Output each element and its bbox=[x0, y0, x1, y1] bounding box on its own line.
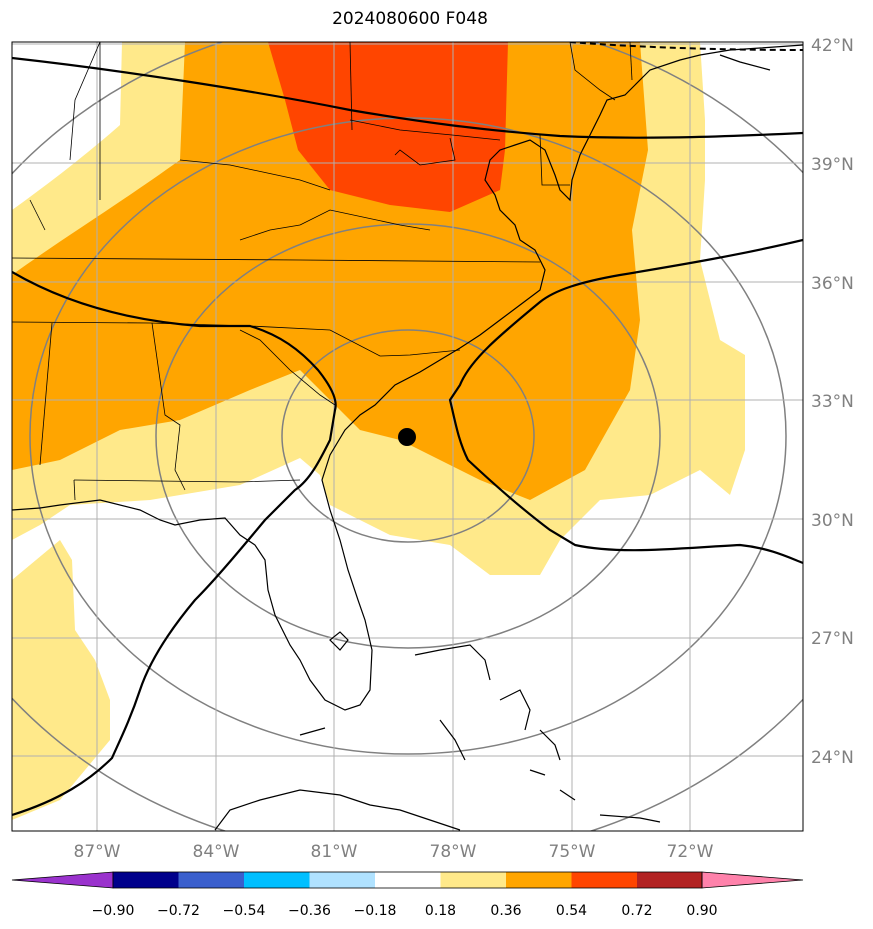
coastlines bbox=[12, 44, 803, 831]
dashed-boundary bbox=[569, 42, 803, 51]
lon-label: 84°W bbox=[193, 842, 240, 862]
map-area bbox=[12, 42, 803, 831]
colorbar-min-extension bbox=[11, 871, 114, 889]
colorbar-segment bbox=[375, 872, 441, 888]
colorbar-label: 0.54 bbox=[556, 903, 587, 919]
contour-lines bbox=[12, 56, 803, 817]
lat-label: 24°N bbox=[811, 748, 854, 768]
fill-region-0-18-west bbox=[12, 540, 110, 820]
colorbar-max-extension bbox=[701, 871, 804, 889]
fill-region-0-54 bbox=[268, 42, 508, 212]
state-boundaries bbox=[12, 42, 633, 501]
colorbar-label: 0.18 bbox=[425, 903, 456, 919]
colorbar-label: −0.90 bbox=[92, 903, 135, 919]
colorbar-label: −0.36 bbox=[288, 903, 331, 919]
colorbar-segment bbox=[309, 872, 375, 888]
colorbar-outline bbox=[112, 871, 703, 889]
lat-label: 36°N bbox=[811, 274, 854, 294]
latitude-labels: 42°N 39°N 36°N 33°N 30°N 27°N 24°N bbox=[811, 36, 854, 768]
lon-label: 78°W bbox=[430, 842, 477, 862]
colorbar-segment bbox=[244, 872, 310, 888]
colorbar-label: −0.72 bbox=[157, 903, 200, 919]
colorbar-segment bbox=[506, 872, 572, 888]
colorbar-segment bbox=[571, 872, 637, 888]
colorbar-label: 0.72 bbox=[621, 903, 652, 919]
colorbar-segment bbox=[637, 872, 702, 888]
colorbar-label: −0.18 bbox=[354, 903, 397, 919]
map-frame bbox=[11, 41, 804, 832]
storm-center-marker bbox=[398, 428, 416, 446]
gridlines bbox=[12, 42, 803, 831]
lat-label: 33°N bbox=[811, 392, 854, 412]
lat-label: 42°N bbox=[811, 36, 854, 56]
colorbar-segment bbox=[178, 872, 244, 888]
colorbar-segment bbox=[440, 872, 506, 888]
lon-label: 75°W bbox=[549, 842, 596, 862]
lon-label: 87°W bbox=[74, 842, 121, 862]
map-title: 2024080600 F048 bbox=[332, 9, 488, 29]
lon-label: 72°W bbox=[667, 842, 714, 862]
colorbar: −0.90 −0.72 −0.54 −0.36 −0.18 0.18 0.36 … bbox=[11, 871, 804, 919]
lat-label: 30°N bbox=[811, 511, 854, 531]
lon-label: 81°W bbox=[311, 842, 358, 862]
colorbar-segment bbox=[113, 872, 179, 888]
colorbar-label: 0.90 bbox=[686, 903, 717, 919]
lat-label: 27°N bbox=[811, 629, 854, 649]
longitude-labels: 87°W 84°W 81°W 78°W 75°W 72°W bbox=[74, 842, 714, 862]
range-rings bbox=[12, 42, 803, 831]
lat-label: 39°N bbox=[811, 155, 854, 175]
colorbar-label: −0.54 bbox=[223, 903, 266, 919]
colorbar-label: 0.36 bbox=[490, 903, 521, 919]
